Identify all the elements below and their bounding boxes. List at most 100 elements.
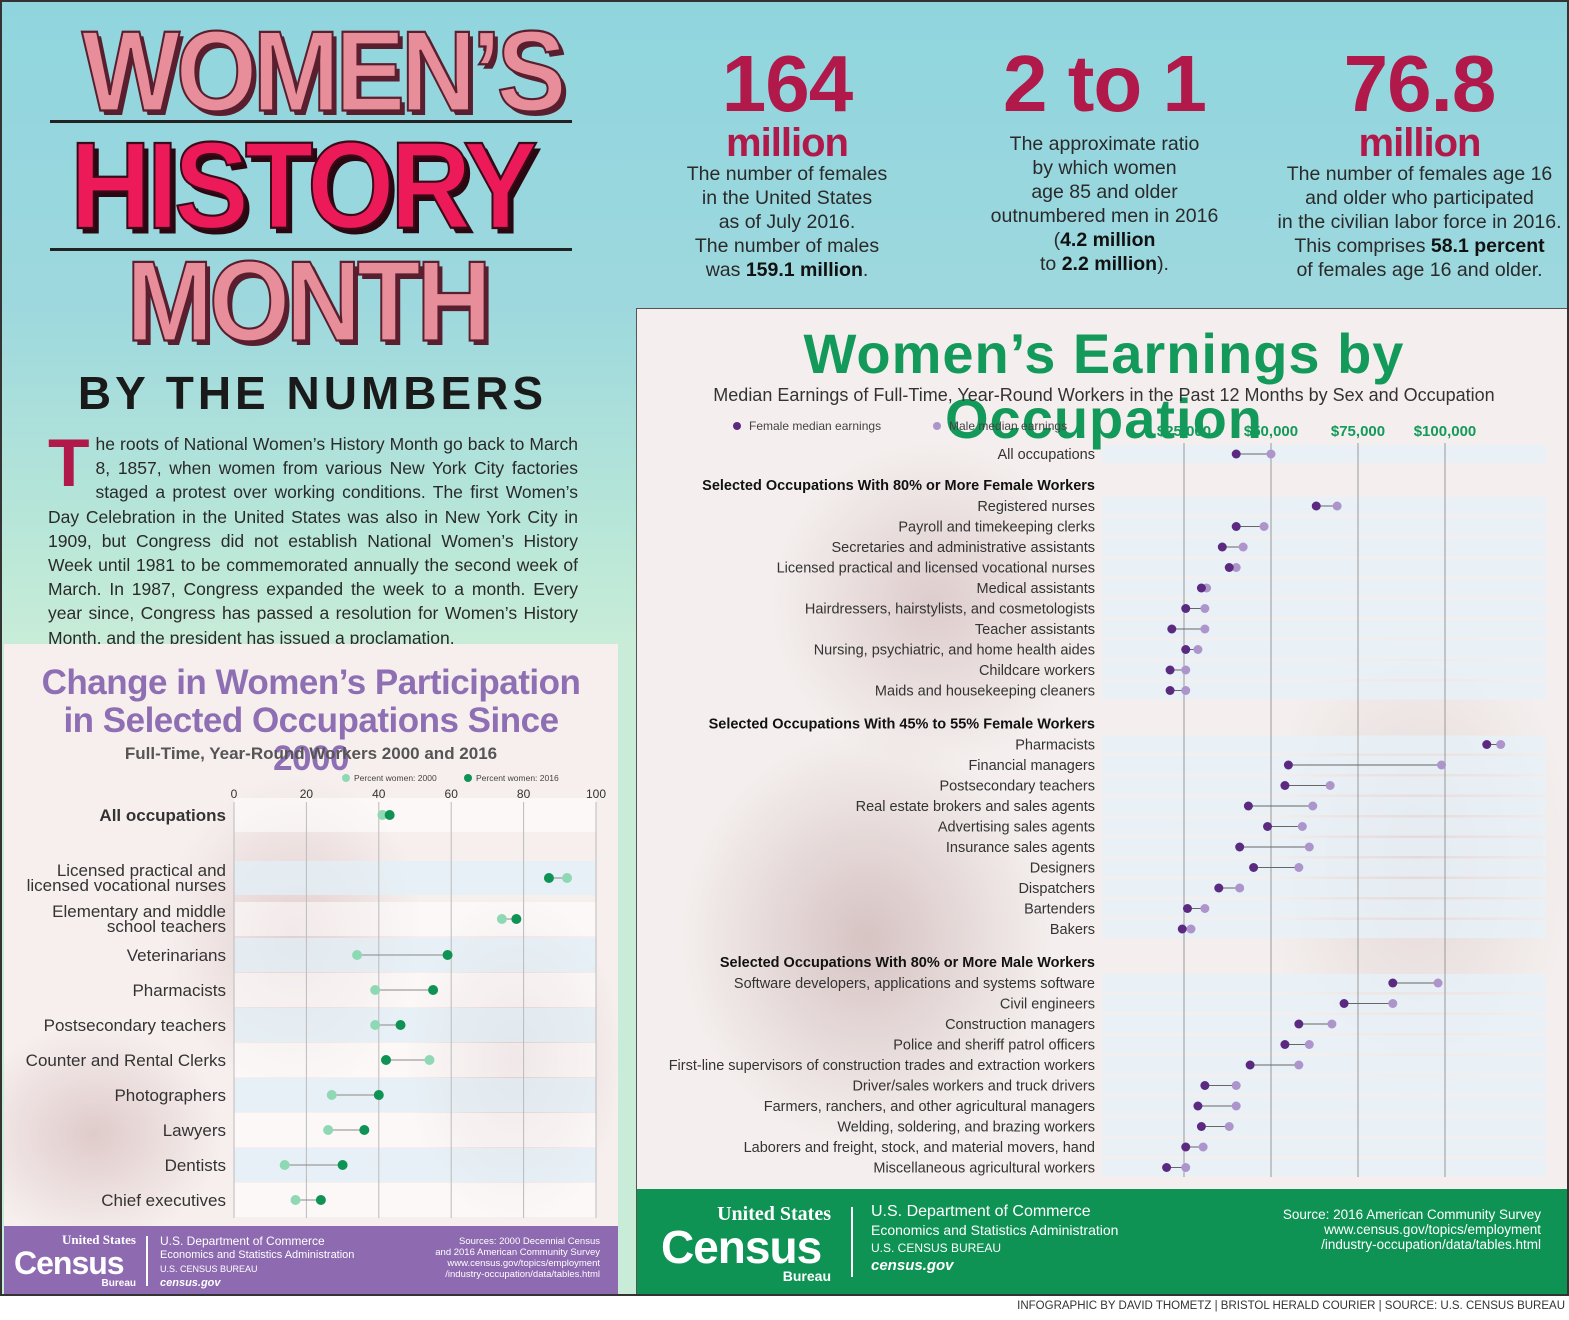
occupation-label: Secretaries and administrative assistant… — [831, 540, 1095, 556]
row-band — [234, 1183, 596, 1217]
x-tick-label: 40 — [372, 787, 386, 801]
occupation-label: Payroll and timekeeping clerks — [898, 520, 1095, 536]
occupation-label: Designers — [1030, 861, 1095, 877]
point-2016 — [384, 810, 395, 820]
point-female — [1217, 542, 1227, 552]
row-band — [1102, 517, 1546, 536]
point-female — [1294, 1019, 1304, 1029]
earnings-title: Women’s Earnings by Occupation — [803, 322, 1405, 450]
point-2000 — [290, 1195, 301, 1205]
point-male — [1200, 604, 1210, 613]
stat-line: The number of males — [694, 235, 880, 257]
occupation-label: Childcare workers — [979, 663, 1095, 679]
row-band — [234, 1078, 596, 1112]
row-band — [1102, 579, 1546, 597]
point-male — [1433, 978, 1443, 988]
point-2016 — [373, 1090, 384, 1100]
occupation-label: First-line supervisors of construction t… — [669, 1058, 1095, 1074]
point-2000 — [352, 950, 363, 960]
title-line-1: WOMEN’S — [81, 8, 567, 136]
point-2016 — [511, 914, 522, 924]
point-female — [1249, 863, 1259, 872]
title-line-2: HISTORY — [69, 116, 539, 255]
row-band — [1102, 974, 1546, 992]
legend-swatch-2016 — [464, 774, 472, 782]
census-logo: United States Census Bureau — [14, 1232, 136, 1289]
x-tick-label: $25,000 — [1157, 423, 1211, 440]
point-female — [1280, 781, 1290, 790]
point-male — [1238, 542, 1248, 552]
row-band — [1102, 1138, 1546, 1156]
stat-line: (4.2 million — [1053, 229, 1156, 251]
point-female — [1200, 1081, 1210, 1090]
point-male — [1437, 760, 1447, 770]
point-2016 — [359, 1125, 370, 1135]
point-female — [1339, 999, 1349, 1008]
occupation-label: Nursing, psychiatric, and home health ai… — [814, 643, 1095, 659]
point-male — [1304, 842, 1314, 852]
point-male — [1231, 563, 1241, 572]
drop-cap: T — [48, 425, 90, 501]
point-male — [1181, 1163, 1191, 1172]
stat-line: of females age 16 and older. — [1296, 259, 1543, 281]
stat-line: in the civilian labor force in 2016. — [1277, 211, 1562, 233]
department-block: U.S. Department of Commerce Economics an… — [871, 1203, 1119, 1274]
row-band — [1102, 1035, 1546, 1054]
stat-unit: million — [726, 121, 849, 165]
row-band — [1102, 558, 1546, 577]
occupation-label: Registered nurses — [977, 499, 1095, 515]
row-band — [1102, 1117, 1546, 1136]
occupation-label: Real estate brokers and sales agents — [856, 799, 1095, 815]
occupation-label: Maids and housekeeping cleaners — [875, 684, 1095, 700]
point-female — [1224, 563, 1234, 572]
point-2016 — [428, 985, 439, 995]
sources-block: Source: 2016 American Community Survey w… — [1282, 1207, 1541, 1252]
x-tick-label: $75,000 — [1331, 423, 1385, 440]
point-2000 — [424, 1055, 435, 1065]
category-label: Photographers — [114, 1086, 226, 1105]
row-band — [1102, 817, 1546, 836]
stat-line: The approximate ratio — [1009, 133, 1200, 155]
point-2016 — [381, 1055, 392, 1065]
stat-line: This comprises 58.1 percent — [1294, 235, 1545, 257]
point-2000 — [326, 1090, 337, 1100]
row-band — [1102, 599, 1546, 618]
point-female — [1482, 740, 1492, 749]
stat-line: to 2.2 million). — [1040, 253, 1169, 275]
sources-block: Sources: 2000 Decennial Census and 2016 … — [435, 1236, 600, 1280]
category-label: Elementary and middle — [52, 902, 226, 921]
point-male — [1304, 1040, 1314, 1049]
category-label: Veterinarians — [127, 946, 226, 965]
participation-panel: Change in Women’s Participation in Selec… — [4, 644, 618, 1294]
point-male — [1181, 665, 1191, 675]
occupation-label: Driver/sales workers and truck drivers — [852, 1079, 1095, 1095]
point-2016 — [442, 950, 453, 960]
x-tick-label: 60 — [445, 787, 459, 801]
point-female — [1181, 1142, 1191, 1152]
stat-ratio: 2 to 1 The approximate ratio by which wo… — [972, 44, 1237, 276]
point-male — [1235, 883, 1245, 893]
point-female — [1231, 522, 1241, 531]
point-male — [1327, 1019, 1337, 1029]
background-photo — [677, 729, 1057, 1149]
occupation-label: All occupations — [997, 447, 1095, 463]
point-female — [1181, 604, 1191, 613]
legend-label-2000: Percent women: 2000 — [354, 773, 437, 783]
row-band — [234, 902, 596, 936]
stat-big-number: 76.8 — [1343, 39, 1497, 128]
category-label: Lawyers — [163, 1121, 226, 1140]
row-band — [1102, 1158, 1546, 1177]
row-band — [1102, 838, 1546, 856]
point-male — [1325, 781, 1335, 790]
point-female — [1165, 665, 1175, 675]
point-female — [1193, 1101, 1203, 1111]
row-band — [1102, 445, 1546, 463]
occupation-label: Bartenders — [1024, 902, 1095, 918]
row-band — [1102, 1097, 1546, 1115]
stat-unit: million — [1358, 121, 1482, 165]
point-female — [1177, 924, 1187, 934]
point-2016 — [315, 1195, 326, 1205]
occupation-label: Software developers, applications and sy… — [734, 976, 1095, 992]
occupation-label: Police and sheriff patrol officers — [893, 1038, 1095, 1054]
occupation-label: Financial managers — [968, 758, 1095, 774]
